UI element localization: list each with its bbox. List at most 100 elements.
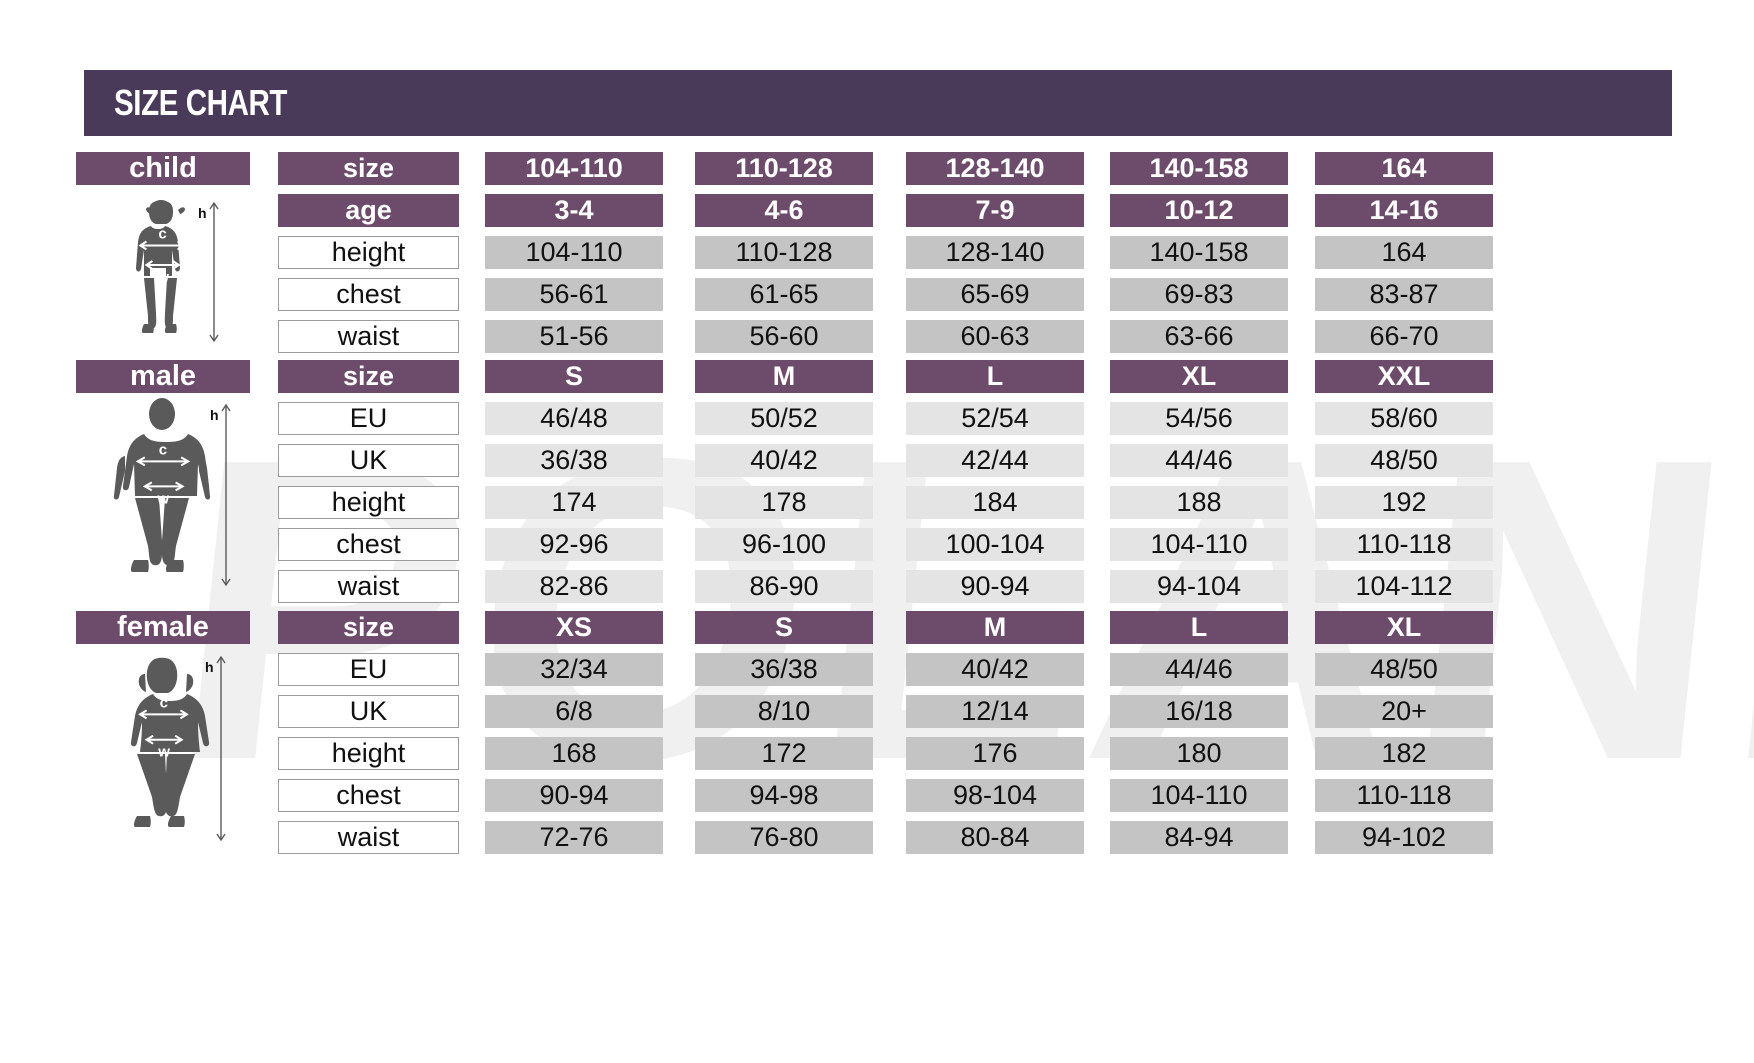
svg-text:h: h	[198, 205, 207, 221]
row-label-male-height: height	[278, 486, 459, 519]
cell-child-chest-1-text: 61-65	[749, 279, 819, 309]
cell-female-height-2-text: 176	[972, 738, 1018, 768]
svg-text:w: w	[156, 269, 169, 286]
header-value-child-size-3-text: 140-158	[1149, 153, 1249, 183]
cell-child-waist-1-text: 56-60	[749, 321, 819, 351]
cell-male-EU-2-text: 52/54	[961, 403, 1029, 433]
header-value-child-age-3-text: 10-12	[1164, 195, 1234, 225]
cell-male-UK-1: 40/42	[695, 444, 873, 477]
measurement-annotations: h c w	[108, 196, 228, 346]
header-value-child-age-3: 10-12	[1110, 194, 1288, 227]
header-value-male-size-2: L	[906, 360, 1084, 393]
cell-male-chest-4-text: 110-118	[1356, 529, 1452, 559]
header-label-female-size-text: size	[342, 612, 395, 642]
cell-male-chest-3-text: 104-110	[1150, 529, 1248, 559]
cell-male-height-2: 184	[906, 486, 1084, 519]
cell-male-chest-2-text: 100-104	[945, 529, 1045, 559]
row-label-female-UK-text: UK	[349, 696, 388, 726]
cell-female-height-3-text: 180	[1176, 738, 1222, 768]
cell-female-UK-3-text: 16/18	[1165, 696, 1233, 726]
header-value-female-size-4-text: XL	[1386, 612, 1422, 642]
header-value-child-age-2: 7-9	[906, 194, 1084, 227]
svg-text:h: h	[205, 659, 214, 675]
row-label-female-EU-text: EU	[349, 654, 388, 684]
cell-male-chest-3: 104-110	[1110, 528, 1288, 561]
header-value-child-size-2-text: 128-140	[945, 153, 1045, 183]
cell-female-UK-1-text: 8/10	[757, 696, 811, 726]
cell-male-chest-1-text: 96-100	[741, 529, 827, 559]
svg-text:c: c	[160, 694, 168, 711]
cell-female-chest-2-text: 98-104	[952, 780, 1038, 810]
cell-male-EU-0-text: 46/48	[540, 403, 608, 433]
svg-text:c: c	[159, 441, 167, 458]
cell-female-EU-4-text: 48/50	[1370, 654, 1438, 684]
header-value-child-size-2: 128-140	[906, 152, 1084, 185]
cell-male-height-2-text: 184	[972, 487, 1018, 517]
row-label-female-waist-text: waist	[337, 822, 400, 852]
header-value-female-size-0-text: XS	[555, 612, 593, 642]
cell-female-UK-0-text: 6/8	[555, 696, 593, 726]
row-label-male-waist-text: waist	[337, 571, 400, 601]
cell-female-UK-2: 12/14	[906, 695, 1084, 728]
cell-child-waist-4: 66-70	[1315, 320, 1493, 353]
row-label-child-height-text: height	[331, 237, 406, 267]
cell-child-height-2: 128-140	[906, 236, 1084, 269]
cell-male-chest-4: 110-118	[1315, 528, 1493, 561]
category-label-male-text: male	[129, 360, 197, 392]
cell-child-height-4-text: 164	[1381, 237, 1427, 267]
cell-female-height-1-text: 172	[761, 738, 807, 768]
cell-male-height-1: 178	[695, 486, 873, 519]
cell-female-chest-1-text: 94-98	[749, 780, 819, 810]
cell-child-waist-1: 56-60	[695, 320, 873, 353]
cell-male-chest-2: 100-104	[906, 528, 1084, 561]
cell-male-EU-1: 50/52	[695, 402, 873, 435]
cell-child-chest-0-text: 56-61	[539, 279, 609, 309]
row-label-male-chest: chest	[278, 528, 459, 561]
header-value-child-size-0: 104-110	[485, 152, 663, 185]
cell-female-waist-3: 84-94	[1110, 821, 1288, 854]
header-value-female-size-3-text: L	[1190, 612, 1208, 642]
cell-female-EU-3-text: 44/46	[1165, 654, 1233, 684]
header-value-female-size-4: XL	[1315, 611, 1493, 644]
cell-male-waist-3-text: 94-104	[1156, 571, 1242, 601]
header-value-child-age-1-text: 4-6	[764, 195, 804, 225]
cell-child-chest-3-text: 69-83	[1164, 279, 1234, 309]
row-label-female-height-text: height	[331, 738, 406, 768]
cell-female-UK-0: 6/8	[485, 695, 663, 728]
male-silhouette-icon	[100, 398, 240, 590]
cell-child-chest-4-text: 83-87	[1369, 279, 1439, 309]
row-label-male-EU: EU	[278, 402, 459, 435]
measurement-annotations: h c w	[100, 398, 240, 590]
cell-female-waist-2-text: 80-84	[960, 822, 1030, 852]
cell-male-height-0-text: 174	[551, 487, 597, 517]
cell-male-UK-2: 42/44	[906, 444, 1084, 477]
cell-child-chest-2-text: 65-69	[960, 279, 1030, 309]
cell-child-chest-0: 56-61	[485, 278, 663, 311]
svg-text:h: h	[210, 407, 219, 423]
header-label-child-age-text: age	[345, 195, 392, 225]
header-value-male-size-0-text: S	[564, 361, 583, 391]
cell-child-height-1: 110-128	[695, 236, 873, 269]
header-value-child-size-0-text: 104-110	[525, 153, 623, 183]
cell-female-EU-1: 36/38	[695, 653, 873, 686]
header-value-child-size-4-text: 164	[1381, 153, 1427, 183]
header-value-child-size-1-text: 110-128	[735, 153, 833, 183]
header-value-child-age-4: 14-16	[1315, 194, 1493, 227]
cell-male-EU-3-text: 54/56	[1165, 403, 1233, 433]
cell-child-chest-2: 65-69	[906, 278, 1084, 311]
measurement-annotations: h c w	[105, 650, 235, 845]
cell-female-chest-0: 90-94	[485, 779, 663, 812]
cell-child-height-2-text: 128-140	[945, 237, 1045, 267]
svg-text:w: w	[157, 744, 170, 761]
cell-female-UK-4: 20+	[1315, 695, 1493, 728]
cell-male-UK-2-text: 42/44	[961, 445, 1029, 475]
row-label-female-waist: waist	[278, 821, 459, 854]
cell-child-height-3: 140-158	[1110, 236, 1288, 269]
cell-male-waist-4: 104-112	[1315, 570, 1493, 603]
row-label-female-EU: EU	[278, 653, 459, 686]
cell-male-waist-1-text: 86-90	[749, 571, 819, 601]
cell-child-waist-0: 51-56	[485, 320, 663, 353]
cell-female-chest-0-text: 90-94	[539, 780, 609, 810]
cell-female-waist-0-text: 72-76	[539, 822, 609, 852]
header-value-child-age-4-text: 14-16	[1369, 195, 1439, 225]
